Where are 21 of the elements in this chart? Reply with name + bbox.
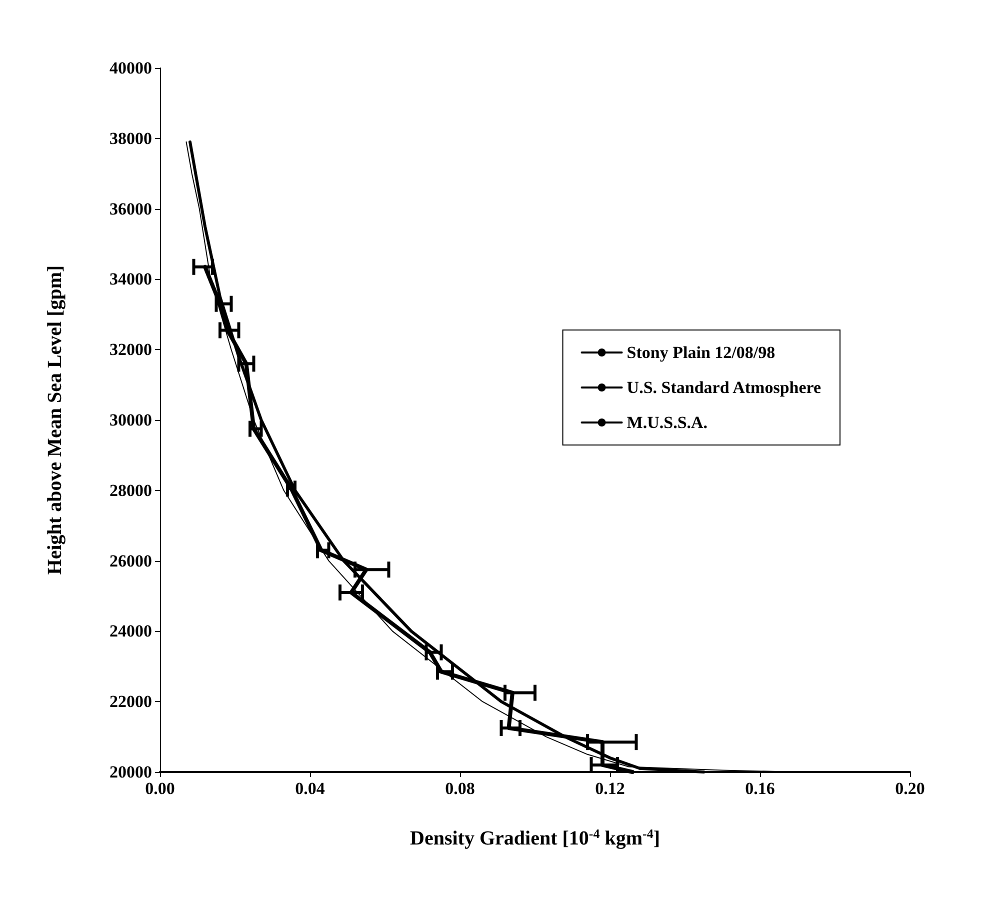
y-tick-label: 38000 [110,128,152,148]
y-tick-label: 40000 [110,58,152,78]
y-tick-label: 26000 [110,551,152,570]
y-tick-label: 34000 [110,270,152,289]
x-tick-label: 0.12 [595,779,625,798]
y-tick-label: 32000 [110,340,152,360]
x-tick-label: 0.08 [445,779,475,798]
y-tick-label: 22000 [110,692,152,712]
y-tick-label: 30000 [110,410,152,430]
y-tick-label: 28000 [110,480,152,500]
y-tick-label: 20000 [110,762,152,782]
x-tick-label: 0.04 [295,779,326,798]
legend-label: Stony Plain 12/08/98 [626,343,776,362]
x-tick-label: 0.00 [145,779,175,798]
x-tick-label: 0.20 [895,779,925,798]
y-tick-label: 24000 [110,622,152,641]
y-tick-label: 36000 [110,199,152,218]
legend-label: M.U.S.S.A. [626,413,708,432]
legend-label: U.S. Standard Atmosphere [626,378,822,397]
y-axis-title: Height above Mean Sea Level [gpm] [44,265,66,575]
x-tick-label: 0.16 [745,779,775,798]
